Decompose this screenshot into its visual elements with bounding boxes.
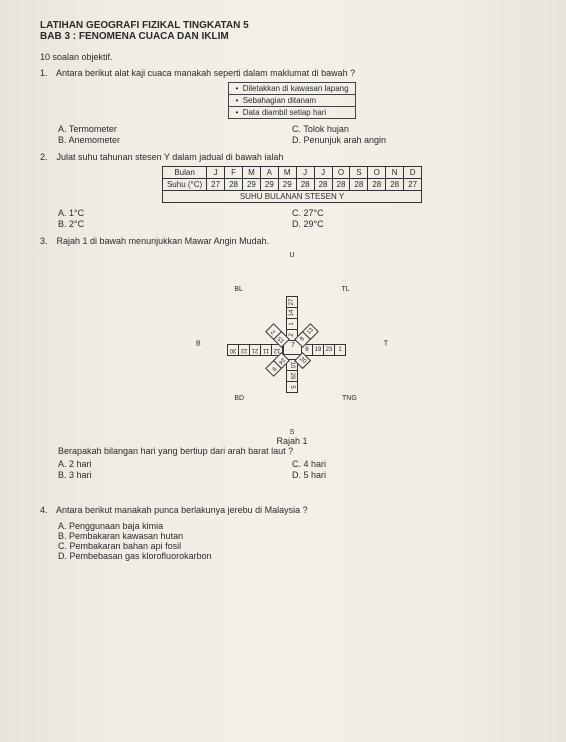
q2-optA: A. 1°C bbox=[58, 208, 292, 218]
q4-optA: A. Penggunaan baja kimia bbox=[58, 521, 526, 531]
q2-options: A. 1°C B. 2°C C. 27°C D. 29°C bbox=[58, 207, 526, 230]
dir-t: T bbox=[384, 341, 388, 348]
q2-optC: C. 27°C bbox=[292, 208, 526, 218]
q1-options: A. Termometer B. Anemometer C. Tolok huj… bbox=[58, 123, 526, 146]
q1-box-row1: Sebahagian ditanam bbox=[243, 96, 316, 105]
q4-number: 4. bbox=[40, 505, 54, 515]
q2-row1-label: Bulan bbox=[162, 167, 206, 179]
dir-tng: TNG bbox=[342, 395, 357, 402]
q1-optC: C. Tolok hujan bbox=[292, 124, 526, 134]
wind-rose-diagram: 7 2 1 14 27 10 29 5 12 11 21 22 30 bbox=[202, 254, 382, 434]
q3-caption: Rajah 1 bbox=[58, 436, 526, 446]
question-1: 1. Antara berikut alat kaji cuaca manaka… bbox=[58, 68, 526, 146]
q1-box-row2: Data diambil setiap hari bbox=[243, 108, 327, 117]
q4-optC: C. Pembakaran bahan api fosil bbox=[58, 541, 526, 551]
question-2: 2. Julat suhu tahunan stesen Y dalam jad… bbox=[58, 152, 526, 230]
dir-tl: TL bbox=[341, 286, 349, 293]
q1-number: 1. bbox=[40, 68, 54, 78]
q3-text: Rajah 1 di bawah menunjukkan Mawar Angin… bbox=[57, 236, 270, 246]
q2-optB: B. 2°C bbox=[58, 219, 292, 229]
question-3: 3. Rajah 1 di bawah menunjukkan Mawar An… bbox=[58, 236, 526, 481]
section-title: 10 soalan objektif. bbox=[40, 52, 526, 62]
header-title-1: LATIHAN GEOGRAFI FIZIKAL TINGKATAN 5 bbox=[40, 20, 526, 31]
q3-optA: A. 2 hari bbox=[58, 459, 292, 469]
q2-row2-label: Suhu (°C) bbox=[162, 179, 206, 191]
dir-b: B bbox=[196, 341, 201, 348]
header-title-2: BAB 3 : FENOMENA CUACA DAN IKLIM bbox=[40, 31, 526, 42]
q1-optB: B. Anemometer bbox=[58, 135, 292, 145]
dir-u: U bbox=[289, 252, 294, 259]
q1-optD: D. Penunjuk arah angin bbox=[292, 135, 526, 145]
q1-optA: A. Termometer bbox=[58, 124, 292, 134]
dir-bl: BL bbox=[234, 286, 243, 293]
q3-optD: D. 5 hari bbox=[292, 470, 526, 480]
q3-subquestion: Berapakah bilangan hari yang bertiup dar… bbox=[58, 446, 526, 456]
q2-table-row-months: Bulan J F M A M J J O S O N D bbox=[162, 167, 421, 179]
q4-optB: B. Pembakaran kawasan hutan bbox=[58, 531, 526, 541]
q3-options: A. 2 hari B. 3 hari C. 4 hari D. 5 hari bbox=[58, 458, 526, 481]
q2-table-row-values: Suhu (°C) 27 28 29 29 29 28 28 28 28 28 … bbox=[162, 179, 421, 191]
q2-optD: D. 29°C bbox=[292, 219, 526, 229]
q4-optD: D. Pembebasan gas klorofluorokarbon bbox=[58, 551, 526, 561]
q1-info-box: • Diletakkan di kawasan lapang • Sebahag… bbox=[228, 82, 355, 119]
q3-number: 3. bbox=[40, 236, 54, 246]
q2-number: 2. bbox=[40, 152, 54, 162]
q2-text: Julat suhu tahunan stesen Y dalam jadual… bbox=[57, 152, 284, 162]
question-4: 4. Antara berikut manakah punca berlakun… bbox=[58, 505, 526, 561]
dir-bd: BD bbox=[234, 395, 244, 402]
q3-optB: B. 3 hari bbox=[58, 470, 292, 480]
dir-s: S bbox=[290, 429, 295, 436]
worksheet-page: LATIHAN GEOGRAFI FIZIKAL TINGKATAN 5 BAB… bbox=[0, 0, 566, 742]
q3-optC: C. 4 hari bbox=[292, 459, 526, 469]
q2-table-span: SUHU BULANAN STESEN Y bbox=[162, 191, 421, 203]
q4-text: Antara berikut manakah punca berlakunya … bbox=[56, 505, 308, 515]
q1-box-row0: Diletakkan di kawasan lapang bbox=[243, 84, 349, 93]
q2-table: Bulan J F M A M J J O S O N D Suhu (°C) … bbox=[162, 166, 422, 203]
q1-text: Antara berikut alat kaji cuaca manakah s… bbox=[56, 68, 355, 78]
